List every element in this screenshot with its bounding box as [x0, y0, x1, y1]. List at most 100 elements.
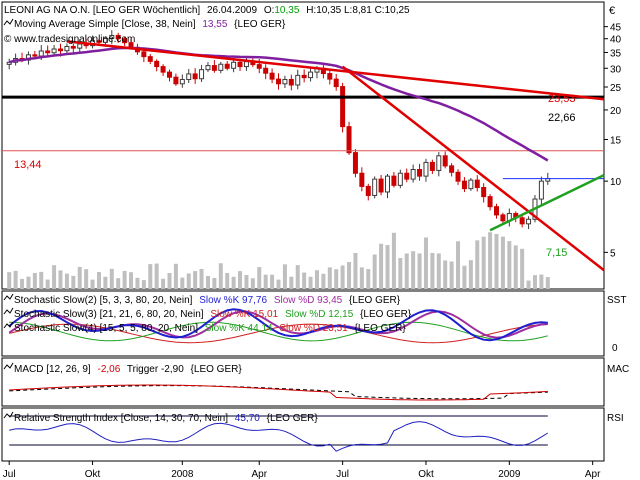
volume-bar [64, 273, 69, 289]
macd-trigger-line [9, 385, 548, 400]
volume-bar [539, 274, 544, 289]
macd-suffix: {LEO GER} [191, 364, 243, 375]
candle-body [526, 218, 532, 225]
candle-body [340, 86, 346, 128]
trendline [341, 65, 605, 272]
x-tick-label: Okt [418, 469, 434, 480]
y-tick-label: 30 [610, 64, 622, 75]
volume-bar [507, 241, 512, 289]
volume-bar [58, 270, 63, 289]
candle-body [70, 45, 76, 49]
header-line-1: LEONI AG NA O.N. [LEO GER Wöchentlich] 2… [4, 5, 410, 16]
volume-bar [302, 272, 307, 289]
volume-bar [45, 279, 50, 289]
trendline-label-7-15: 7,15 [546, 247, 567, 259]
volume-bar [129, 272, 134, 289]
candle-body [38, 50, 44, 57]
volume-bar [430, 252, 435, 289]
volume-bar [231, 276, 236, 289]
volume-bar [334, 269, 339, 289]
stoch3-d: Slow %D 12,15 [285, 309, 354, 320]
volume-bar [276, 279, 281, 289]
macd-axis-label: MAC [607, 364, 629, 375]
stoch4-suffix: {LEO GER} [355, 323, 407, 334]
candle-body [58, 48, 63, 52]
candle-body [147, 56, 153, 62]
header-open-value: 10,35 [274, 5, 299, 16]
overlay-lines [2, 40, 605, 272]
candle-body [115, 34, 121, 40]
stoch-axis-tick-0: 0 [612, 343, 618, 354]
stoch3-header: Stochastic Slow(3) [21, 21, 6, 80, 20, N… [14, 309, 412, 320]
candle-body [423, 161, 429, 177]
volume-bar [13, 270, 18, 289]
candle-body [397, 172, 403, 186]
macd-value: -2,06 [97, 364, 120, 375]
volume-bar [494, 233, 499, 289]
volume-bar [314, 270, 319, 289]
y-tick-label: 10 [610, 177, 622, 188]
volume-bar [327, 267, 332, 289]
volume-bar [481, 236, 486, 289]
candle-body [263, 67, 269, 74]
candle-body [333, 78, 339, 88]
candle-body [301, 74, 307, 79]
volume-bar [340, 265, 345, 289]
x-tick-label: Okt [85, 469, 101, 480]
candle-body [468, 179, 474, 190]
macd-line [9, 384, 548, 401]
stoch4-icon [3, 321, 14, 329]
candle-body [391, 175, 397, 186]
macd-trigger: Trigger -2,90 [127, 364, 184, 375]
candle-body [365, 185, 371, 196]
volume-bar [475, 240, 480, 289]
stoch2-header: Stochastic Slow(2) [5, 3, 3, 80, 20, Nei… [14, 295, 401, 306]
volume-bar [398, 258, 403, 289]
volume-bar [173, 263, 178, 289]
stochastic-panel-frame [1, 290, 605, 357]
volume-bar [347, 262, 352, 289]
candle-body [461, 180, 467, 190]
volume-bar [199, 268, 204, 289]
volume-bar [238, 271, 243, 289]
macd-lines [9, 384, 548, 401]
volume-bar [257, 267, 262, 289]
volume-bar [372, 254, 377, 289]
volume-bar [404, 253, 409, 289]
candle-body [77, 43, 83, 49]
volume-bar [289, 276, 294, 289]
y-tick-label: 40 [610, 35, 622, 46]
volume-bar [244, 275, 249, 289]
stoch2-icon [3, 293, 14, 301]
volume-bar [456, 241, 461, 289]
candle-body [186, 73, 192, 80]
volume-bar [250, 278, 255, 289]
stoch2-suffix: {LEO GER} [349, 295, 401, 306]
volume-bar [545, 277, 550, 289]
x-axis-labels: Jul Okt 2008 Apr Jul Okt 2009 Apr [3, 461, 601, 480]
candle-body [122, 38, 128, 44]
volume-bar [417, 253, 422, 289]
volume-bar [77, 266, 82, 289]
copyright: © www.tradesignalonline.com [4, 34, 135, 45]
volume-bar [186, 273, 191, 289]
rsi-icon [3, 411, 14, 419]
volume-bar [96, 272, 101, 289]
candle-body [51, 48, 57, 54]
volume-bar [32, 273, 37, 289]
macd-panel-frame [1, 357, 605, 407]
macd-title: MACD [12, 26, 9] [14, 364, 91, 375]
rsi-header: Relative Strength Index [Close, 14, 30, … [14, 413, 318, 424]
candle-body [237, 61, 243, 68]
candle-body [295, 74, 301, 86]
candle-body [96, 40, 102, 43]
candle-body [346, 126, 352, 154]
header-open-label: O: [264, 5, 275, 16]
candle-body [45, 50, 51, 54]
stoch2-k: Slow %K 97,76 [199, 295, 267, 306]
candle-body [442, 155, 448, 167]
candle-body [256, 64, 262, 69]
candle-body [494, 206, 499, 216]
stochastic-lines [8, 308, 548, 344]
volume-bar [71, 275, 76, 289]
